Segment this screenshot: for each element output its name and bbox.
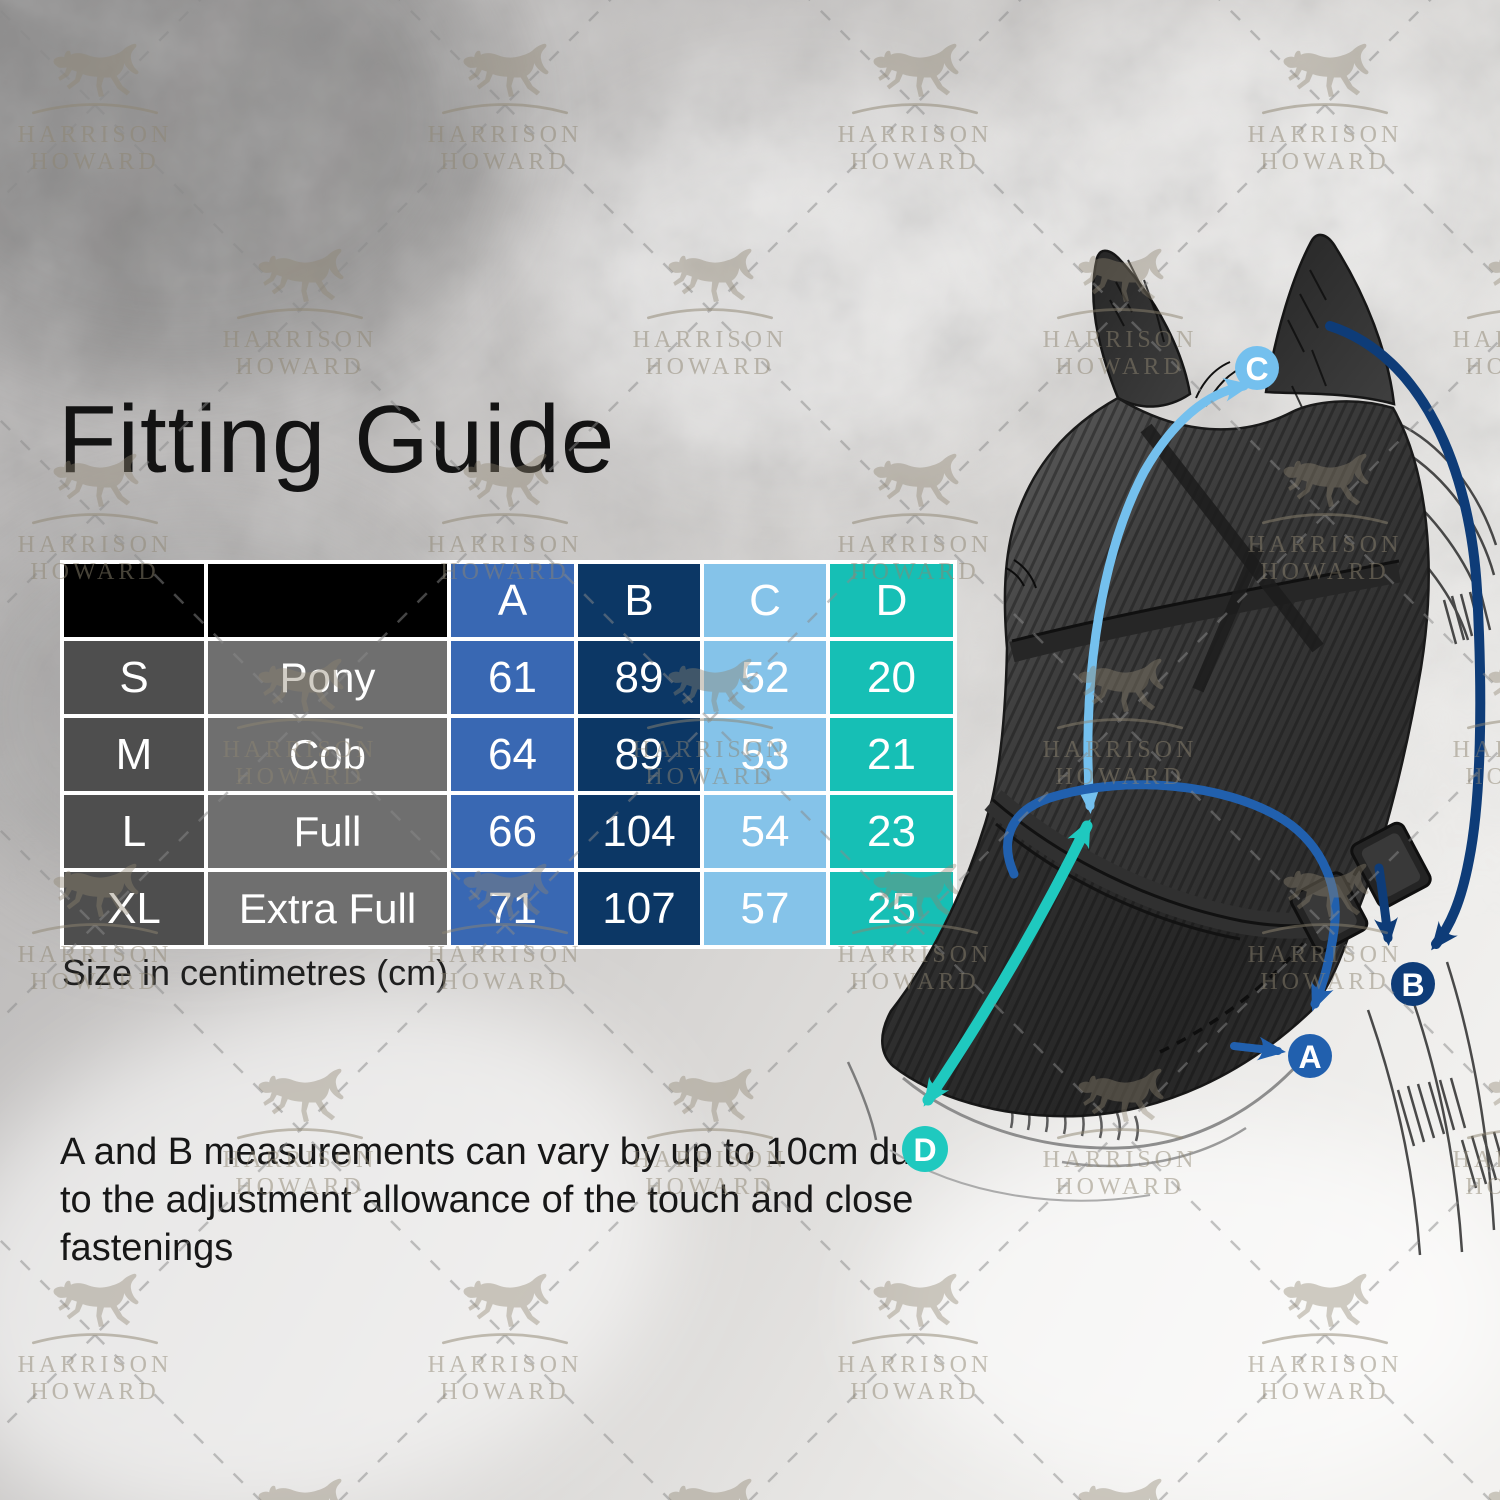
table-value: 64	[451, 718, 574, 791]
watermark-horse-icon	[635, 1465, 785, 1500]
footnote-line: to the adjustment allowance of the touch…	[60, 1179, 914, 1221]
label-badge-c: C	[1235, 346, 1279, 390]
column-header-c: C	[704, 564, 826, 637]
fly-mask	[881, 361, 1432, 1118]
row-size-label: XL	[64, 872, 204, 945]
table-value: 66	[451, 795, 574, 868]
watermark-horse-icon	[1455, 1465, 1500, 1500]
column-header-a: A	[451, 564, 574, 637]
svg-text:C: C	[1245, 351, 1268, 387]
row-name-label: Cob	[208, 718, 447, 791]
label-badge-b: B	[1391, 962, 1435, 1006]
row-size-label: L	[64, 795, 204, 868]
label-badge-d: D	[902, 1126, 948, 1172]
svg-text:B: B	[1401, 967, 1424, 1003]
row-size-label: S	[64, 641, 204, 714]
svg-text:D: D	[913, 1132, 936, 1168]
table-corner-cell	[208, 564, 447, 637]
svg-text:A: A	[1298, 1039, 1321, 1075]
table-value: 107	[578, 872, 700, 945]
label-badge-a: A	[1288, 1034, 1332, 1078]
row-name-label: Pony	[208, 641, 447, 714]
table-value: 89	[578, 718, 700, 791]
label-pointer-a	[1230, 1036, 1286, 1061]
row-size-label: M	[64, 718, 204, 791]
size-table: A B C D S Pony 61 89 52 20 M Cob 64 89 5…	[60, 560, 957, 949]
footnote-line: A and B measurements can vary by up to 1…	[60, 1131, 933, 1173]
column-header-b: B	[578, 564, 700, 637]
table-value: 57	[704, 872, 826, 945]
table-value: 89	[578, 641, 700, 714]
table-value: 52	[704, 641, 826, 714]
table-value: 71	[451, 872, 574, 945]
page-title: Fitting Guide	[58, 386, 616, 493]
table-value: 54	[704, 795, 826, 868]
measurement-footnote: A and B measurements can vary by up to 1…	[60, 1128, 932, 1272]
row-name-label: Full	[208, 795, 447, 868]
horse-fly-mask-illustration: A B C D	[846, 233, 1500, 1256]
table-value: 61	[451, 641, 574, 714]
table-value: 104	[578, 795, 700, 868]
size-unit-note: Size in centimetres (cm)	[62, 952, 449, 993]
table-value: 53	[704, 718, 826, 791]
table-corner-cell	[64, 564, 204, 637]
footnote-line: fastenings	[60, 1227, 234, 1269]
row-name-label: Extra Full	[208, 872, 447, 945]
